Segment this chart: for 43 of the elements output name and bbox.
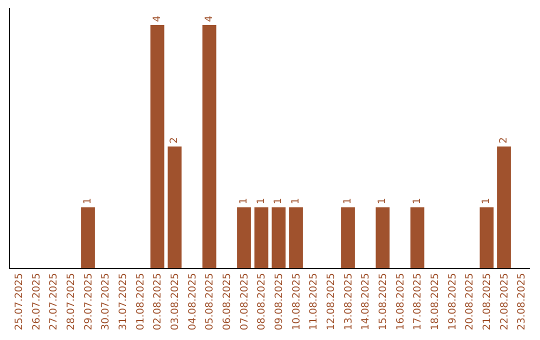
x-tick-label: 29.07.2025 xyxy=(83,273,94,330)
x-tick-label: 11.08.2025 xyxy=(308,273,320,330)
x-tick-label: 09.08.2025 xyxy=(274,273,285,330)
x-tick-label: 18.08.2025 xyxy=(430,273,441,330)
data-label: 1 xyxy=(256,198,267,204)
data-label: 1 xyxy=(290,198,302,204)
x-tick-label: 10.08.2025 xyxy=(291,273,302,330)
data-label: 1 xyxy=(273,198,284,204)
x-tick-label: 01.08.2025 xyxy=(135,273,146,330)
x-tick-label: 04.08.2025 xyxy=(187,273,198,330)
data-label: 1 xyxy=(412,198,423,204)
x-tick-label: 31.07.2025 xyxy=(118,273,129,330)
data-label: 4 xyxy=(152,16,163,22)
x-tick-label: 03.08.2025 xyxy=(170,273,181,330)
data-label: 1 xyxy=(238,198,250,204)
x-tick-label: 07.08.2025 xyxy=(239,273,250,330)
data-label: 4 xyxy=(204,16,215,22)
x-tick-label: 22.08.2025 xyxy=(499,273,510,330)
data-label: 1 xyxy=(342,198,354,204)
data-label: 1 xyxy=(481,198,492,204)
x-tick-label: 27.07.2025 xyxy=(48,273,60,330)
x-tick-label: 14.08.2025 xyxy=(360,273,372,330)
x-tick-label: 19.08.2025 xyxy=(447,273,458,330)
x-tick-label: 16.08.2025 xyxy=(395,273,406,330)
data-label: 1 xyxy=(377,198,388,204)
x-tick-label: 15.08.2025 xyxy=(378,273,389,330)
x-tick-label: 05.08.2025 xyxy=(204,273,216,330)
data-label: 1 xyxy=(82,198,94,204)
x-tick-label: 06.08.2025 xyxy=(222,273,233,330)
x-tick-label: 23.08.2025 xyxy=(516,273,528,330)
x-tick-label: 26.07.2025 xyxy=(31,273,42,330)
x-tick-label: 12.08.2025 xyxy=(326,273,337,330)
x-tick-label: 17.08.2025 xyxy=(412,273,424,330)
data-label: 2 xyxy=(498,137,510,144)
x-tick-label: 28.07.2025 xyxy=(66,273,77,330)
data-label: 2 xyxy=(169,137,180,144)
x-tick-label: 21.08.2025 xyxy=(482,273,493,330)
x-tick-label: 08.08.2025 xyxy=(256,273,268,330)
x-tick-label: 30.07.2025 xyxy=(100,273,112,330)
x-tick-label: 20.08.2025 xyxy=(464,273,476,330)
x-tick-label: 02.08.2025 xyxy=(152,273,164,330)
x-tick-label: 13.08.2025 xyxy=(343,273,354,330)
x-tick-label: 25.07.2025 xyxy=(14,273,25,330)
